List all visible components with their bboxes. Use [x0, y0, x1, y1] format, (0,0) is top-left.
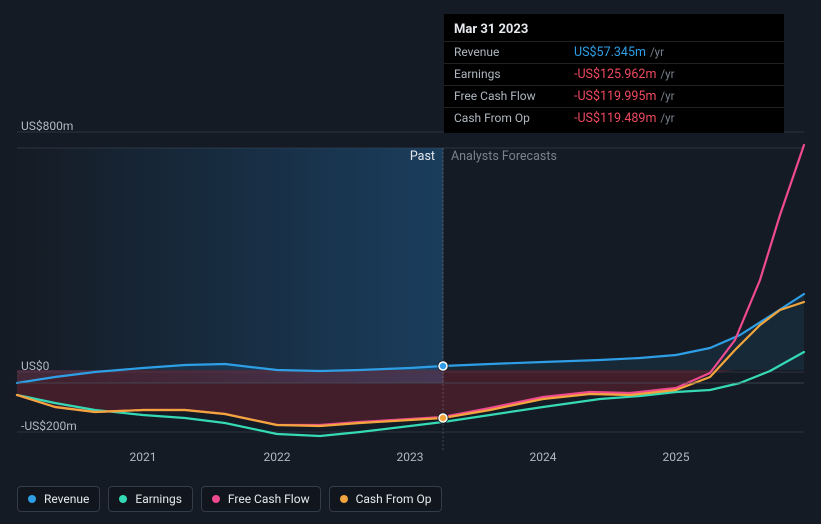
tooltip-row: Earnings-US$125.962m/yr — [444, 63, 784, 85]
financial-forecast-chart: US$800m US$0 -US$200m 2021 2022 2023 2024 2025 P… — [0, 0, 821, 524]
tooltip-unit: /yr — [660, 67, 674, 81]
svg-text:Past: Past — [410, 149, 435, 164]
svg-text:US$800m: US$800m — [21, 119, 73, 133]
tooltip-metric-label: Revenue — [454, 45, 574, 59]
tooltip-date: Mar 31 2023 — [444, 20, 784, 41]
chart-tooltip: Mar 31 2023 RevenueUS$57.345m/yrEarnings… — [444, 14, 784, 133]
tooltip-row: RevenueUS$57.345m/yr — [444, 41, 784, 63]
legend-label: Revenue — [44, 492, 89, 506]
tooltip-unit: /yr — [660, 111, 674, 125]
legend-item-earnings[interactable]: Earnings — [108, 486, 193, 512]
svg-text:2021: 2021 — [130, 450, 157, 464]
tooltip-metric-value: -US$119.995m — [574, 89, 656, 104]
svg-text:2025: 2025 — [663, 450, 690, 464]
svg-text:Analysts Forecasts: Analysts Forecasts — [451, 149, 557, 164]
tooltip-metric-value: US$57.345m — [574, 45, 646, 60]
tooltip-metric-label: Cash From Op — [454, 111, 574, 125]
tooltip-row: Cash From Op-US$119.489m/yr — [444, 107, 784, 129]
tooltip-metric-label: Earnings — [454, 67, 574, 81]
legend-label: Earnings — [135, 492, 182, 506]
tooltip-metric-value: -US$119.489m — [574, 111, 656, 126]
legend-label: Free Cash Flow — [228, 492, 310, 506]
legend-swatch-icon — [212, 495, 220, 503]
tooltip-metric-value: -US$125.962m — [574, 67, 656, 82]
legend-item-revenue[interactable]: Revenue — [17, 486, 100, 512]
tooltip-row: Free Cash Flow-US$119.995m/yr — [444, 85, 784, 107]
legend-swatch-icon — [119, 495, 127, 503]
legend-swatch-icon — [340, 495, 348, 503]
legend-item-cash-from-op[interactable]: Cash From Op — [329, 486, 443, 512]
legend-item-free-cash-flow[interactable]: Free Cash Flow — [201, 486, 321, 512]
legend-label: Cash From Op — [356, 492, 432, 506]
chart-legend: Revenue Earnings Free Cash Flow Cash From O… — [17, 486, 442, 512]
tooltip-metric-label: Free Cash Flow — [454, 89, 574, 103]
svg-text:2022: 2022 — [264, 450, 291, 464]
svg-text:US$0: US$0 — [21, 359, 50, 373]
tooltip-unit: /yr — [650, 45, 664, 59]
legend-swatch-icon — [28, 495, 36, 503]
svg-text:-US$200m: -US$200m — [21, 419, 77, 433]
tooltip-unit: /yr — [660, 89, 674, 103]
svg-text:2024: 2024 — [530, 450, 557, 464]
svg-text:2023: 2023 — [397, 450, 424, 464]
